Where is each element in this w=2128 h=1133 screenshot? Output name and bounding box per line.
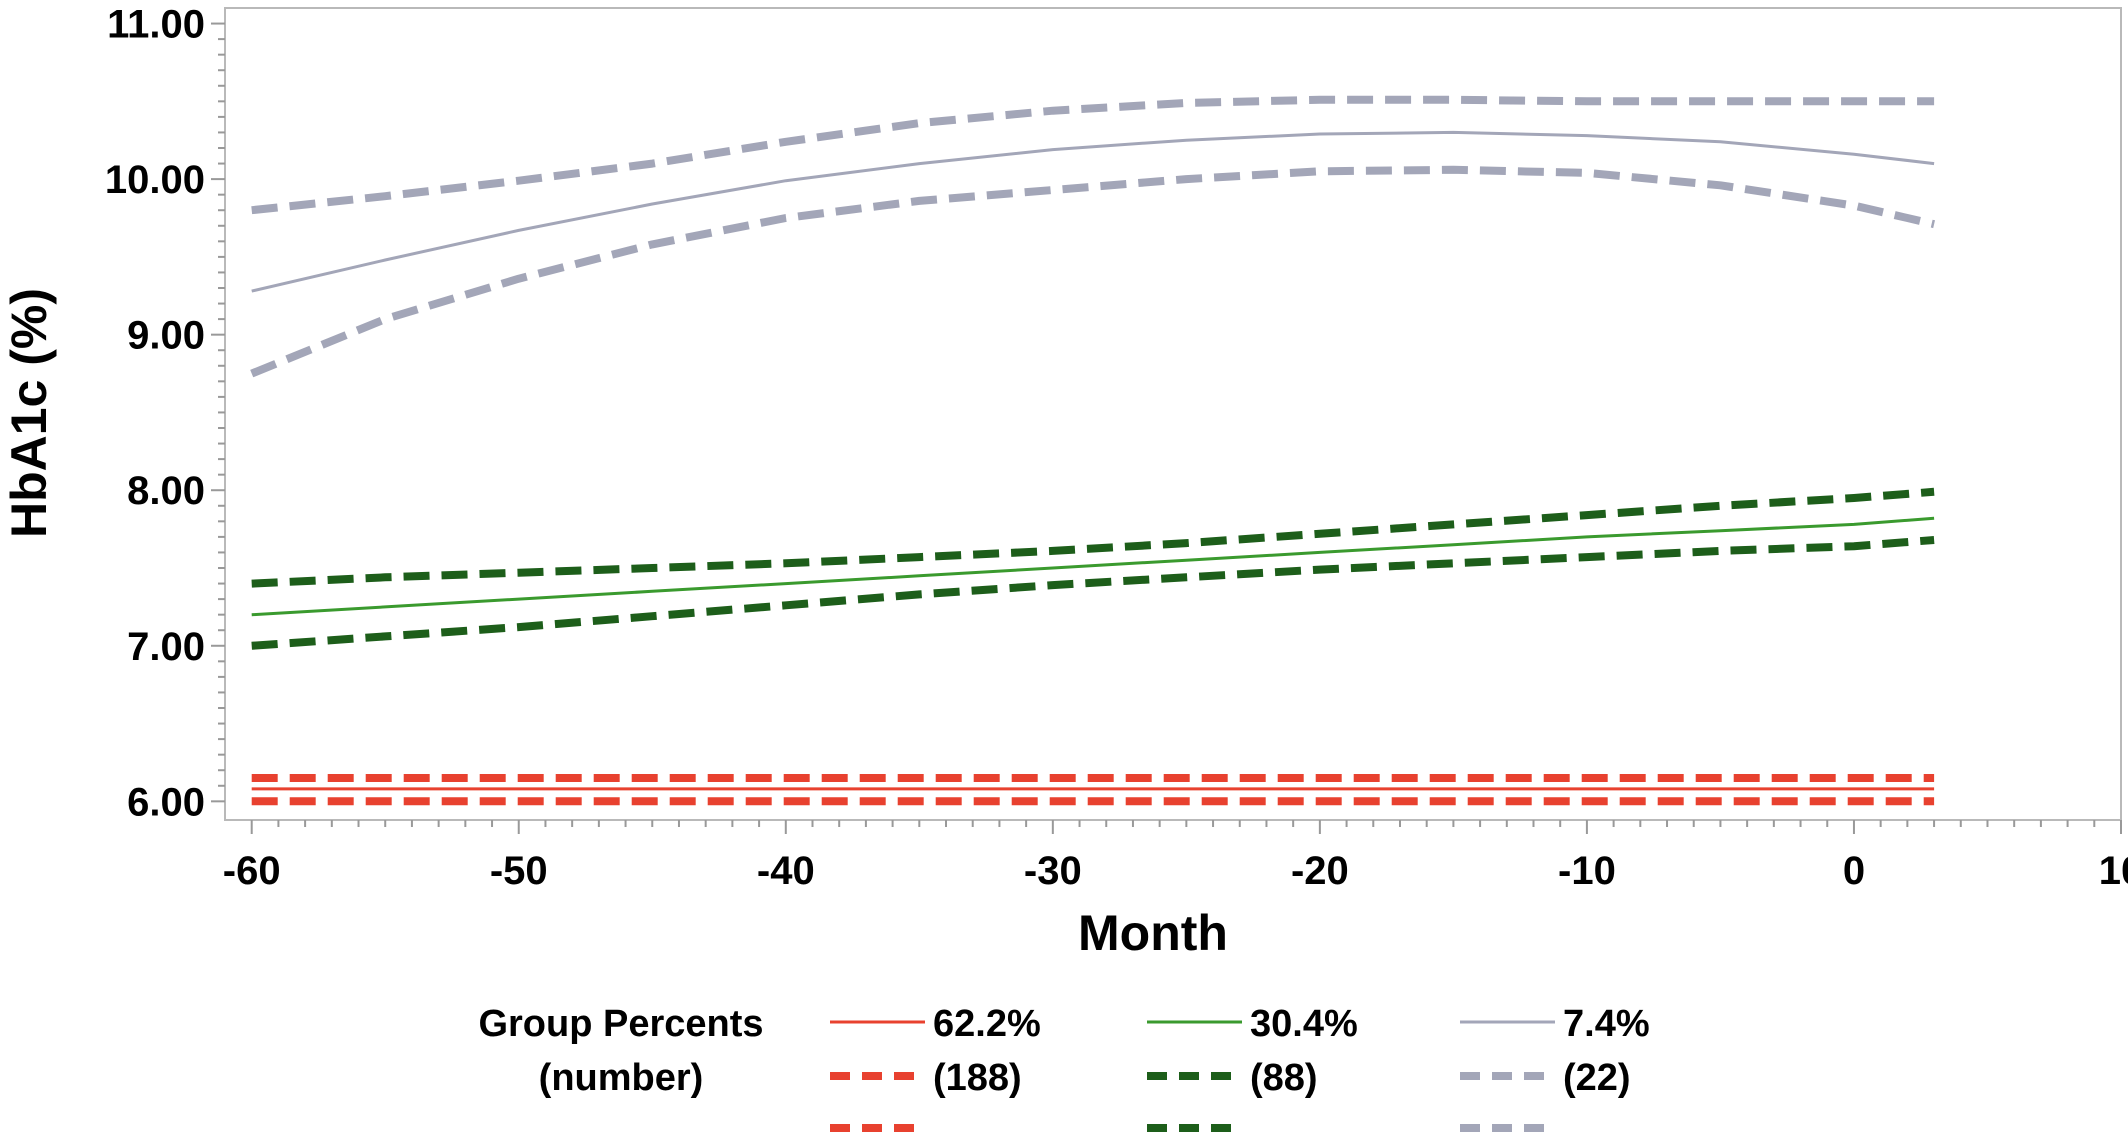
legend: Group Percents (number) 62.2% (188) 30.4% (… bbox=[478, 1003, 1650, 1132]
y-axis: 6.00 7.00 8.00 9.00 10.00 11.00 bbox=[105, 3, 225, 824]
legend-label-2: 30.4% bbox=[1250, 1003, 1358, 1045]
y-tick-label: 11.00 bbox=[107, 3, 205, 47]
legend-label-3: 7.4% bbox=[1563, 1003, 1650, 1045]
y-tick-label: 10.00 bbox=[105, 158, 205, 202]
legend-title-line-1: Group Percents bbox=[478, 1003, 763, 1045]
series-lines bbox=[250, 95, 1936, 806]
x-tick-label: -60 bbox=[223, 849, 281, 893]
x-tick-label: -50 bbox=[490, 849, 548, 893]
series-3-lower-ci bbox=[250, 165, 1936, 378]
legend-count-2: (88) bbox=[1250, 1057, 1318, 1099]
plot-border bbox=[224, 7, 2122, 821]
series-group-1 bbox=[251, 774, 1935, 806]
series-2-lower-ci bbox=[251, 536, 1935, 650]
plot-area bbox=[224, 7, 2122, 821]
legend-entries: 62.2% (188) 30.4% (88) 7.4% (22) bbox=[830, 1003, 1650, 1132]
x-tick-label: -40 bbox=[757, 849, 815, 893]
y-tick-label: 6.00 bbox=[127, 780, 205, 824]
x-tick-label: -20 bbox=[1291, 849, 1349, 893]
y-axis-title: HbA1c (%) bbox=[1, 288, 57, 538]
series-3-upper-ci bbox=[251, 95, 1935, 215]
y-tick-label: 7.00 bbox=[127, 625, 205, 669]
x-axis: -60 -50 -40 -30 -20 -10 0 10 bbox=[223, 820, 2128, 893]
y-tick-label: 9.00 bbox=[127, 314, 205, 358]
series-2-upper-ci bbox=[251, 487, 1935, 588]
y-tick-label: 8.00 bbox=[127, 469, 205, 513]
x-tick-label: 10 bbox=[2099, 849, 2128, 893]
legend-count-3: (22) bbox=[1563, 1057, 1631, 1099]
x-tick-label: 0 bbox=[1843, 849, 1865, 893]
series-group-3 bbox=[250, 95, 1936, 378]
x-axis-title: Month bbox=[1078, 905, 1228, 961]
legend-label-1: 62.2% bbox=[933, 1003, 1041, 1045]
series-2-mean-line bbox=[251, 516, 1935, 617]
x-tick-label: -30 bbox=[1024, 849, 1082, 893]
legend-count-1: (188) bbox=[933, 1057, 1022, 1099]
axes bbox=[224, 8, 2121, 821]
legend-title-line-2: (number) bbox=[539, 1057, 704, 1099]
x-tick-label: -10 bbox=[1558, 849, 1616, 893]
series-3-mean-line bbox=[251, 130, 1935, 293]
series-group-2 bbox=[251, 487, 1935, 650]
